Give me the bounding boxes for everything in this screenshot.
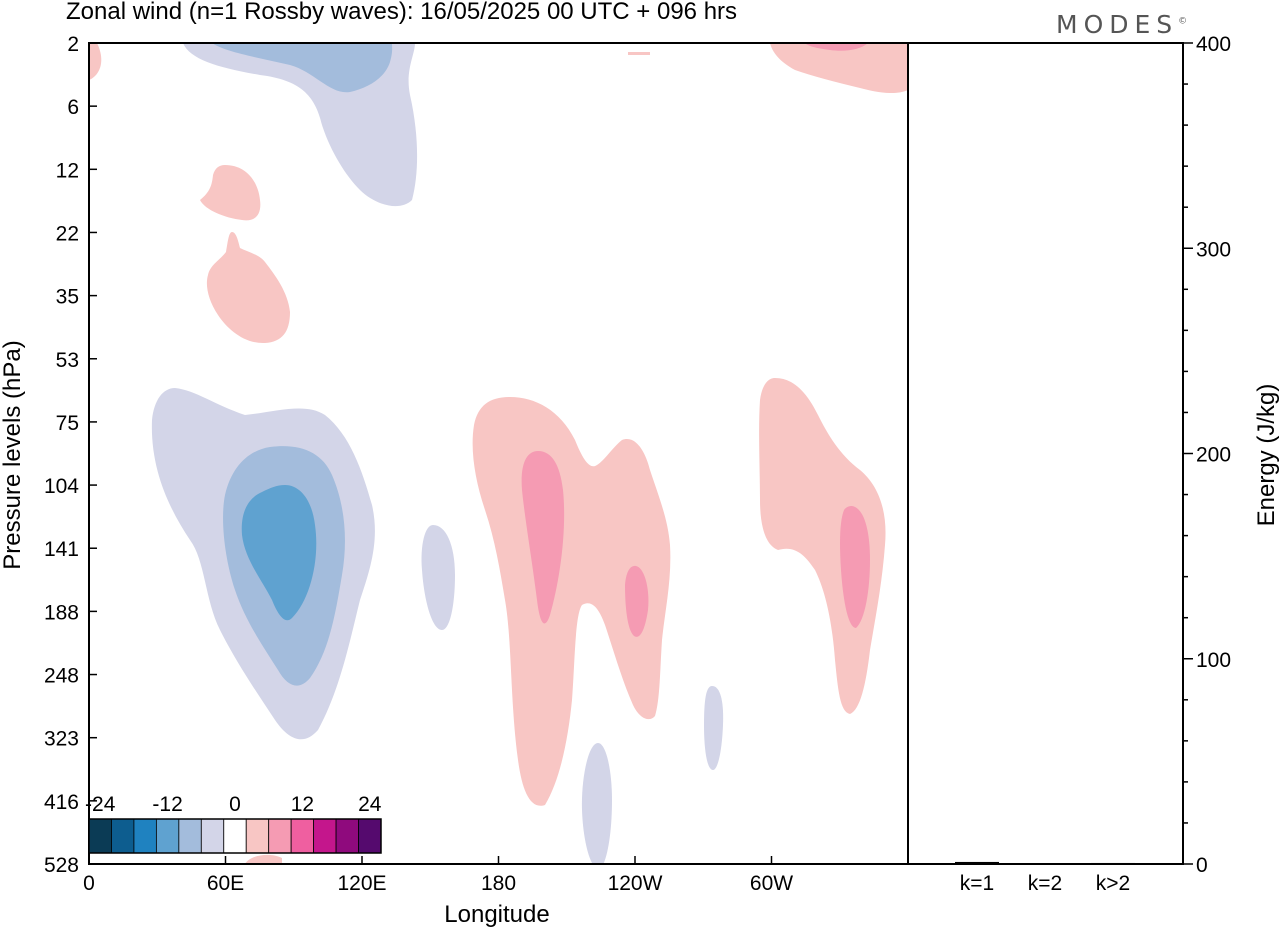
- contour-pos-9: [521, 451, 565, 624]
- contour-neg-3: [421, 525, 455, 630]
- colorbar-frame: [88, 818, 382, 854]
- x-tick-label: 60W: [750, 872, 793, 895]
- y-tick-label: 323: [44, 728, 79, 751]
- brand-logo: MODES©: [1056, 10, 1187, 39]
- y-tick-label: 141: [44, 538, 79, 561]
- chart-title: Zonal wind (n=1 Rossby waves): 16/05/202…: [66, 0, 738, 25]
- contour-pos-3: [770, 43, 908, 94]
- contour-pos-3: [200, 165, 261, 221]
- y-tick-label: 2: [67, 33, 79, 56]
- contour-field: [89, 43, 908, 864]
- x-tick-label: 60E: [207, 872, 244, 895]
- y-tick-label: 248: [44, 665, 79, 688]
- colorbar-swatch: [268, 818, 292, 854]
- colorbar-swatch: [200, 818, 225, 854]
- colorbar-swatch: [155, 818, 180, 854]
- contour-pos-9: [840, 506, 870, 628]
- y-tick-label: 416: [44, 791, 79, 814]
- energy-category-label: k>2: [1096, 872, 1130, 895]
- contour-pos-3: [472, 397, 671, 806]
- contour-neg-3: [581, 743, 612, 864]
- energy-bar: [1091, 862, 1135, 864]
- y-tick-label: 528: [44, 854, 79, 877]
- energy-frame: [907, 42, 1184, 865]
- colorbar-swatch: [290, 818, 315, 854]
- colorbar-swatch: [178, 818, 202, 854]
- contour-pos-3: [206, 232, 290, 344]
- contour-pos-3: [89, 43, 102, 80]
- contour-pos-9: [805, 43, 868, 51]
- contour-pos-3: [245, 854, 282, 864]
- y-tick-label: 22: [56, 222, 79, 245]
- energy-bars: k=1 k=2 k>2: [955, 861, 1135, 895]
- energy-tick-label: 300: [1196, 238, 1231, 261]
- y-tick-label: 35: [56, 286, 79, 309]
- contour-neg-15: [241, 485, 317, 621]
- energy-axis-label: Energy (J/kg): [1253, 384, 1280, 527]
- colorbar-label: 0: [229, 793, 241, 816]
- energy-tick-label: 200: [1196, 444, 1231, 467]
- colorbar-swatch: [335, 818, 359, 854]
- energy-tick-label: 0: [1196, 854, 1208, 877]
- contour-pos-3: [759, 378, 886, 714]
- colorbar-label: 24: [358, 793, 382, 816]
- x-axis-label: Longitude: [444, 901, 549, 928]
- energy-bar: [955, 861, 999, 864]
- energy-tick-label: 100: [1196, 649, 1231, 672]
- contour-pos-3: [628, 52, 650, 55]
- colorbar-swatch: [133, 818, 157, 854]
- y-tick-label: 12: [56, 159, 79, 182]
- energy-category-label: k=1: [960, 872, 994, 895]
- colorbar-swatch: [245, 818, 270, 854]
- contour-neg-12: [212, 43, 393, 93]
- y-tick-label: 188: [44, 601, 79, 624]
- y-tick-label: 104: [44, 475, 79, 498]
- contour-pos-9: [625, 565, 649, 637]
- x-tick-label: 0: [83, 872, 95, 895]
- contour-neg-3: [704, 686, 724, 770]
- y-axis-label: Pressure levels (hPa): [0, 340, 26, 569]
- x-tick-label: 120W: [608, 872, 663, 895]
- colorbar-swatch: [223, 818, 247, 854]
- colorbar-swatch: [358, 818, 382, 854]
- energy-category-label: k=2: [1028, 872, 1062, 895]
- x-tick-label: 180: [481, 872, 516, 895]
- colorbar-label: 12: [291, 793, 314, 816]
- colorbar-label: -12: [152, 793, 182, 816]
- x-tick-label: 120E: [337, 872, 386, 895]
- colorbar: -24 -12 0 12 24: [85, 793, 382, 854]
- energy-tick-label: 400: [1196, 33, 1231, 56]
- y-tick-label: 6: [67, 96, 79, 119]
- colorbar-swatch: [88, 818, 112, 854]
- y-tick-label: 75: [56, 412, 79, 435]
- colorbar-label: -24: [85, 793, 116, 816]
- colorbar-swatch: [111, 818, 135, 854]
- brand-mark: ©: [1178, 16, 1188, 27]
- brand-text: MODES: [1056, 10, 1179, 39]
- colorbar-swatch: [313, 818, 337, 854]
- y-tick-label: 53: [56, 349, 79, 372]
